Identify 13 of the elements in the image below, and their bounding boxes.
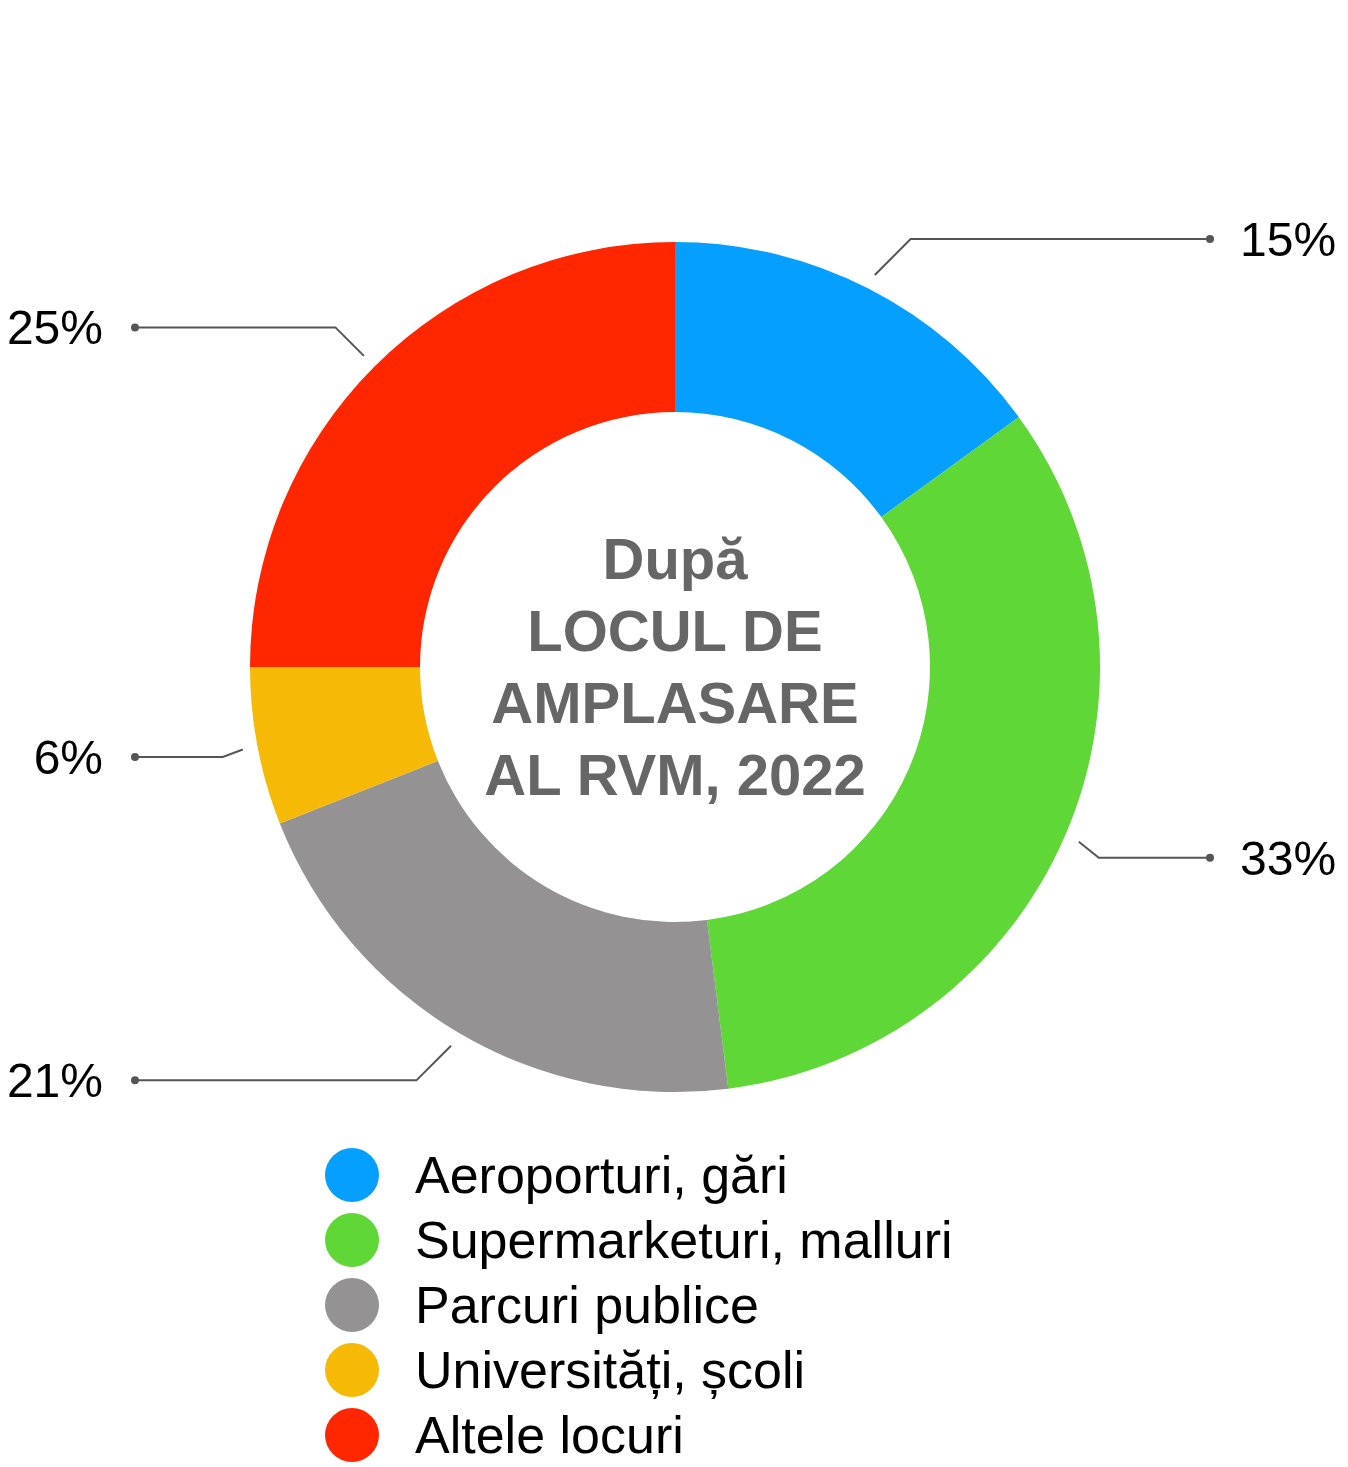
data-label: 15% [1240, 212, 1337, 266]
legend-label: Universități, școli [415, 1341, 806, 1400]
data-label: 6% [33, 730, 103, 784]
data-label: 25% [6, 301, 103, 355]
legend-label: Aeroporturi, gări [415, 1146, 788, 1205]
legend-label: Parcuri publice [415, 1276, 759, 1335]
donut-slice [250, 667, 438, 824]
donut-slice [675, 242, 1019, 518]
text: După LOCUL DE AMPLASARE AL RVM, 2022 [484, 526, 866, 808]
legend-label: Altele locuri [415, 1406, 684, 1465]
data-label: 21% [6, 1054, 103, 1108]
legend-label: Supermarketuri, malluri [415, 1211, 953, 1270]
data-label: 33% [1240, 831, 1337, 885]
